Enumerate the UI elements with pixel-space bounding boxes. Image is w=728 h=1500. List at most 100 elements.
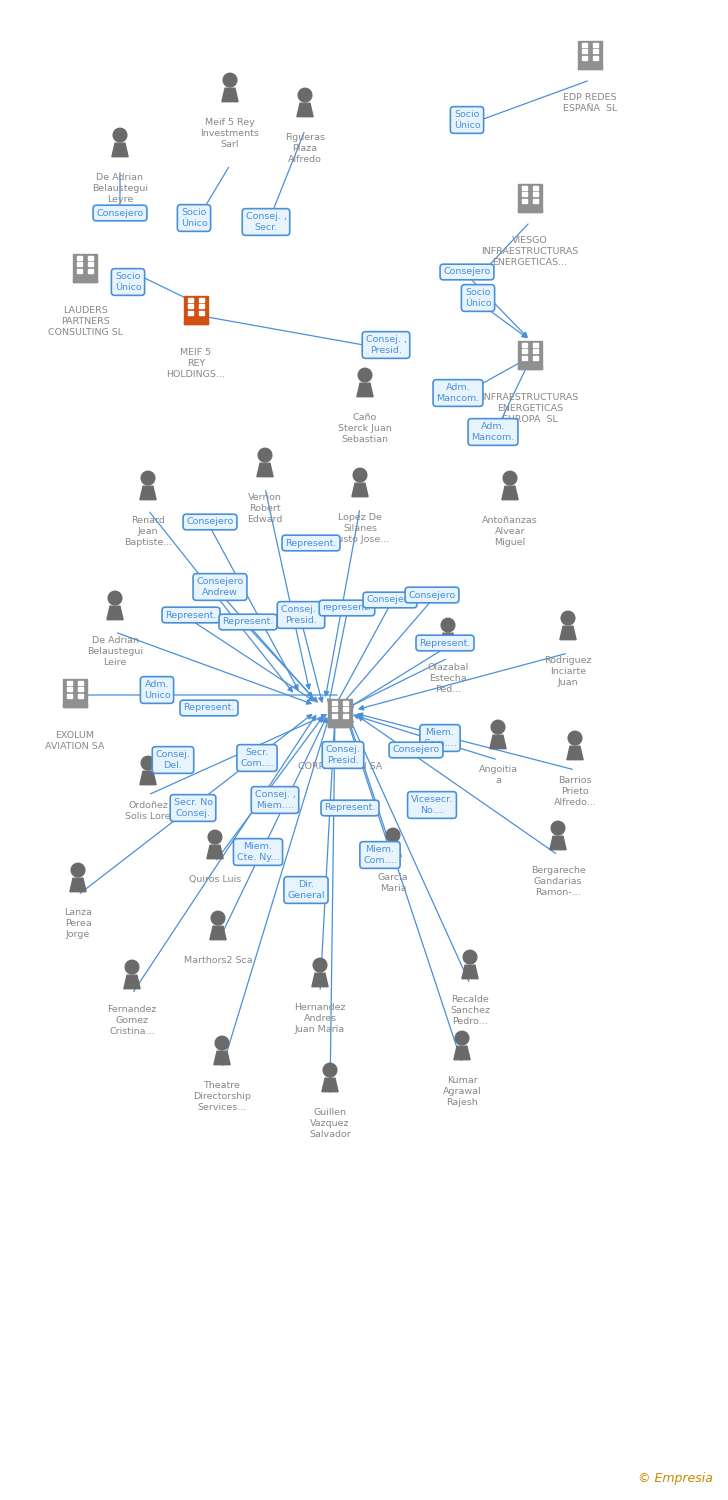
Polygon shape: [312, 974, 328, 987]
Text: LAUDERS
PARTNERS
CONSULTING SL: LAUDERS PARTNERS CONSULTING SL: [47, 306, 122, 338]
Polygon shape: [560, 626, 576, 639]
Bar: [578, 66, 602, 69]
Circle shape: [71, 864, 85, 877]
Text: Represent.: Represent.: [183, 704, 234, 712]
Circle shape: [258, 448, 272, 462]
Text: Miem.
Com....: Miem. Com....: [423, 728, 456, 748]
Text: Marthors2 Sca: Marthors2 Sca: [183, 956, 253, 964]
Text: Represent.: Represent.: [165, 610, 217, 620]
Bar: [78, 693, 83, 698]
Polygon shape: [297, 104, 313, 117]
Text: Dir.
General: Dir. General: [288, 880, 325, 900]
Bar: [522, 192, 527, 196]
Text: represent.: represent.: [323, 603, 371, 612]
Text: Quiros Luis: Quiros Luis: [189, 874, 241, 884]
Bar: [184, 321, 208, 324]
Circle shape: [141, 756, 155, 770]
Text: Adm.
Mancom.: Adm. Mancom.: [471, 422, 515, 442]
Circle shape: [298, 88, 312, 102]
Bar: [522, 344, 527, 346]
Text: Adm.
Unico: Adm. Unico: [143, 680, 170, 700]
Text: Secr.
Com....: Secr. Com....: [240, 748, 274, 768]
Bar: [199, 298, 204, 302]
Circle shape: [125, 960, 139, 974]
Bar: [522, 350, 527, 354]
Text: Secr. No
Consej.: Secr. No Consej.: [173, 798, 213, 818]
Text: Figueras
Plaza
Alfredo: Figueras Plaza Alfredo: [285, 134, 325, 164]
Polygon shape: [257, 464, 273, 477]
Text: Guillen
Vazquez
Salvador: Guillen Vazquez Salvador: [309, 1108, 351, 1138]
Bar: [332, 714, 337, 717]
Bar: [522, 198, 527, 202]
Bar: [518, 183, 542, 213]
Text: Consej.
Presid.: Consej. Presid.: [325, 746, 360, 765]
Text: Renard
Jean
Baptiste...: Renard Jean Baptiste...: [124, 516, 172, 548]
Polygon shape: [70, 878, 86, 891]
Circle shape: [386, 828, 400, 842]
Text: Miem.
Cte. Ny...: Miem. Cte. Ny...: [237, 842, 280, 862]
Text: Consej. ,
Miem....: Consej. , Miem....: [255, 790, 296, 810]
Text: Consej. ,
Presid.: Consej. , Presid.: [280, 604, 322, 625]
Polygon shape: [124, 975, 140, 988]
Text: Angoitia
a: Angoitia a: [478, 765, 518, 784]
Text: INFRAESTRUCTURAS
ENERGETICAS
EUROPA  SL: INFRAESTRUCTURAS ENERGETICAS EUROPA SL: [481, 393, 579, 424]
Text: Lopez De
Silanes
Busto Jose...: Lopez De Silanes Busto Jose...: [331, 513, 389, 544]
Bar: [533, 356, 538, 360]
Polygon shape: [210, 926, 226, 939]
Text: Kumar
Agrawal
Rajesh: Kumar Agrawal Rajesh: [443, 1076, 481, 1107]
Bar: [199, 310, 204, 315]
Circle shape: [215, 1036, 229, 1050]
Text: Olazabal
Estecha
Ped...: Olazabal Estecha Ped...: [427, 663, 469, 694]
Polygon shape: [550, 836, 566, 849]
Circle shape: [561, 612, 575, 626]
Bar: [87, 256, 93, 259]
Circle shape: [113, 129, 127, 142]
Bar: [199, 304, 204, 309]
Text: Represent.: Represent.: [222, 618, 274, 627]
Circle shape: [455, 1032, 469, 1046]
Text: Hernandez
Andres
Juan Maria: Hernandez Andres Juan Maria: [294, 1004, 346, 1034]
Text: Represent.: Represent.: [419, 639, 471, 648]
Text: Socio
Único: Socio Único: [454, 110, 480, 130]
Bar: [73, 254, 97, 282]
Bar: [593, 50, 598, 54]
Bar: [67, 687, 72, 692]
Polygon shape: [207, 844, 223, 858]
Bar: [77, 256, 82, 259]
Text: Consej. ,
Secr.: Consej. , Secr.: [245, 211, 286, 232]
Bar: [343, 708, 348, 711]
Polygon shape: [502, 486, 518, 500]
Bar: [533, 186, 538, 190]
Polygon shape: [140, 771, 156, 784]
Circle shape: [313, 958, 327, 972]
Circle shape: [353, 468, 367, 482]
Polygon shape: [454, 1046, 470, 1059]
Bar: [188, 310, 194, 315]
Polygon shape: [112, 142, 128, 156]
Polygon shape: [462, 964, 478, 978]
Circle shape: [463, 951, 477, 964]
Circle shape: [568, 732, 582, 746]
Bar: [87, 268, 93, 273]
Text: Consejero: Consejero: [96, 209, 143, 218]
Text: VIESGO
INFRAESTRUCTURAS
ENERGETICAS...: VIESGO INFRAESTRUCTURAS ENERGETICAS...: [481, 236, 579, 267]
Bar: [63, 704, 87, 708]
Polygon shape: [490, 735, 506, 748]
Polygon shape: [222, 88, 238, 102]
Text: Caño
Sterck Juan
Sebastian: Caño Sterck Juan Sebastian: [338, 413, 392, 444]
Bar: [67, 681, 72, 686]
Text: EXOLUM
AVIATION SA: EXOLUM AVIATION SA: [45, 730, 105, 752]
Bar: [332, 708, 337, 711]
Bar: [582, 56, 587, 60]
Bar: [78, 681, 83, 686]
Bar: [87, 262, 93, 267]
Bar: [332, 700, 337, 705]
Text: Ordoñez
Solis Lore: Ordoñez Solis Lore: [125, 801, 171, 820]
Polygon shape: [214, 1052, 230, 1065]
Polygon shape: [567, 746, 583, 759]
Bar: [518, 340, 542, 369]
Polygon shape: [385, 843, 401, 856]
Text: Consej.
Del.: Consej. Del.: [156, 750, 191, 770]
Text: Consejero: Consejero: [186, 518, 234, 526]
Circle shape: [503, 471, 517, 484]
